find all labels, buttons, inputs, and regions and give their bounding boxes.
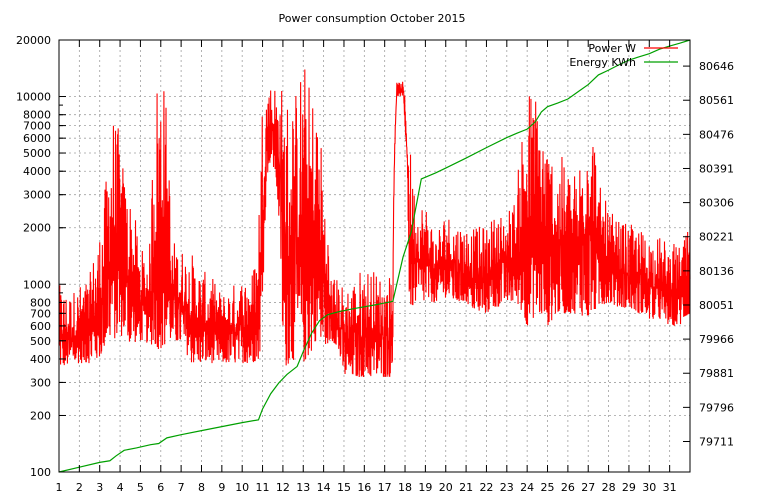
- x-tick-label: 31: [663, 481, 677, 494]
- y2-axis-ticks: 79711 79796 79881 79966 80051 80136 80221 80306…: [683, 60, 734, 448]
- y-tick-label: 5000: [23, 147, 51, 160]
- y-tick-label: 4000: [23, 165, 51, 178]
- energy-series: [58, 39, 691, 473]
- x-tick-label: 8: [198, 481, 205, 494]
- x-tick-label: 29: [622, 481, 636, 494]
- y2-tick-label: 79881: [699, 367, 734, 380]
- y-tick-label: 20000: [16, 34, 51, 47]
- x-tick-label: 4: [117, 481, 124, 494]
- y2-tick-label: 80561: [699, 94, 734, 107]
- x-tick-label: 30: [642, 481, 656, 494]
- y2-tick-label: 80051: [699, 299, 734, 312]
- x-tick-label: 16: [357, 481, 371, 494]
- x-tick-label: 19: [418, 481, 432, 494]
- x-tick-label: 21: [459, 481, 473, 494]
- x-tick-label: 14: [317, 481, 331, 494]
- legend-label: Power W: [588, 42, 636, 55]
- x-tick-label: 18: [398, 481, 412, 494]
- x-tick-label: 22: [479, 481, 493, 494]
- x-tick-label: 23: [500, 481, 514, 494]
- y2-tick-label: 80391: [699, 162, 734, 175]
- power-series: [58, 69, 691, 378]
- y2-tick-label: 80221: [699, 231, 734, 244]
- y-tick-label: 200: [30, 409, 51, 422]
- x-tick-label: 27: [581, 481, 595, 494]
- y2-tick-label: 79796: [699, 401, 734, 414]
- x-tick-label: 1: [56, 481, 63, 494]
- x-tick-label: 10: [235, 481, 249, 494]
- x-tick-label: 26: [561, 481, 575, 494]
- x-tick-label: 3: [96, 481, 103, 494]
- y-tick-label: 400: [30, 353, 51, 366]
- x-tick-label: 9: [218, 481, 225, 494]
- y2-tick-label: 80646: [699, 60, 734, 73]
- x-tick-label: 2: [76, 481, 83, 494]
- y2-tick-label: 80306: [699, 197, 734, 210]
- y-tick-label: 6000: [23, 132, 51, 145]
- y-tick-label: 3000: [23, 189, 51, 202]
- y-tick-label: 600: [30, 320, 51, 333]
- plot-frame: [58, 39, 691, 473]
- y-tick-label: 1000: [23, 278, 51, 291]
- chart-title: Power consumption October 2015: [279, 12, 466, 25]
- energy-line: [58, 39, 691, 473]
- y-tick-label: 700: [30, 307, 51, 320]
- x-tick-label: 11: [256, 481, 270, 494]
- y2-tick-label: 79966: [699, 333, 734, 346]
- y-tick-label: 100: [30, 466, 51, 479]
- y-tick-label: 500: [30, 335, 51, 348]
- y-tick-label: 8000: [23, 109, 51, 122]
- y-tick-label: 300: [30, 376, 51, 389]
- x-axis-ticks: 1 2 3 4 5 6 7 8 9 10 11 12 13 14 15 16 17 18 19 20 21 22 23 24 2…: [56, 40, 677, 494]
- x-tick-label: 12: [276, 481, 290, 494]
- x-tick-label: 17: [378, 481, 392, 494]
- x-tick-label: 7: [178, 481, 185, 494]
- x-tick-label: 5: [137, 481, 144, 494]
- y2-tick-label: 80476: [699, 128, 734, 141]
- x-tick-label: 20: [439, 481, 453, 494]
- y-tick-label: 2000: [23, 222, 51, 235]
- x-tick-label: 15: [337, 481, 351, 494]
- legend-label: Energy KWh: [569, 56, 636, 69]
- y-tick-label: 10000: [16, 91, 51, 104]
- x-tick-label: 6: [157, 481, 164, 494]
- y2-tick-label: 79711: [699, 435, 734, 448]
- x-tick-label: 25: [541, 481, 555, 494]
- x-tick-label: 24: [520, 481, 534, 494]
- x-tick-label: 13: [296, 481, 310, 494]
- power-line: [58, 69, 691, 378]
- x-tick-label: 28: [602, 481, 616, 494]
- y-tick-label: 7000: [23, 120, 51, 133]
- y2-tick-label: 80136: [699, 265, 734, 278]
- y-tick-label: 800: [30, 296, 51, 309]
